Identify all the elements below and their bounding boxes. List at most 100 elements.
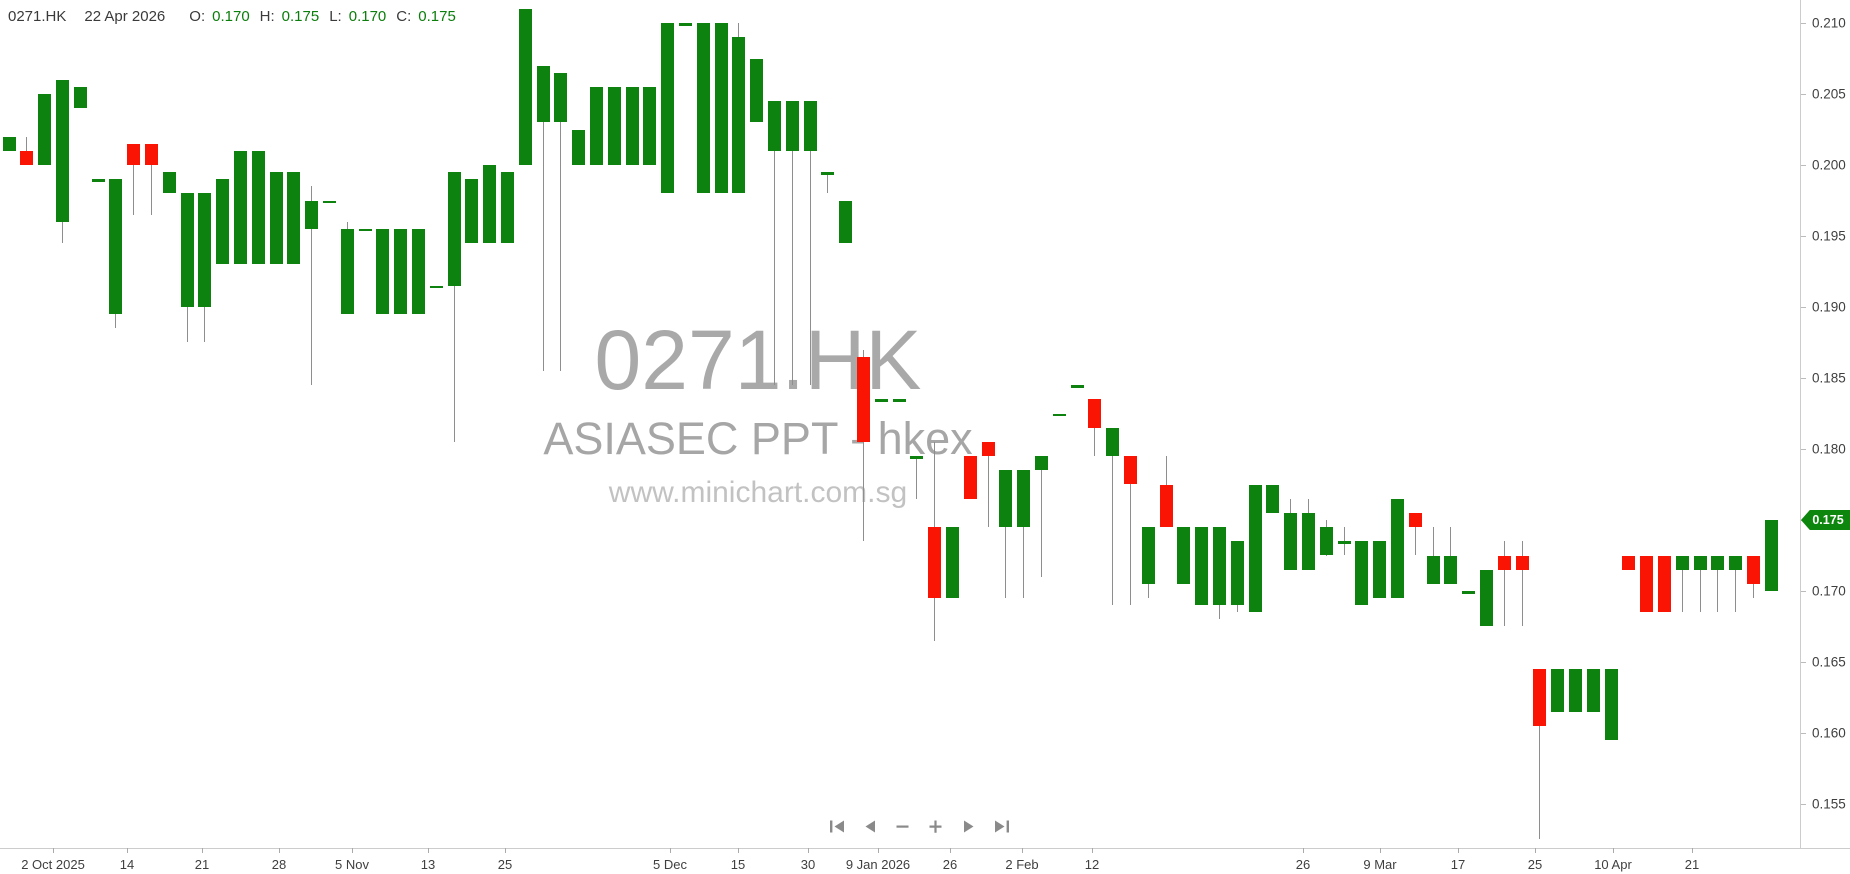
candle-up	[1284, 512, 1298, 570]
candle-down	[1123, 456, 1137, 485]
price-tick-label: 0.165	[1812, 654, 1846, 670]
candle-wick	[1521, 541, 1523, 627]
candle-up	[411, 228, 425, 315]
candle-wick	[1414, 512, 1416, 556]
candle-wick	[26, 136, 28, 165]
candle-up	[1426, 555, 1440, 584]
candlestick-plot-area[interactable]	[0, 0, 1800, 848]
candle-doji	[1052, 413, 1066, 416]
open-value: 0.170	[212, 8, 250, 25]
candle-wick	[1717, 555, 1719, 613]
candle-up	[1230, 541, 1244, 606]
candle-up	[1764, 520, 1778, 591]
candle-up	[305, 200, 319, 229]
candle-up	[839, 200, 853, 244]
price-tick-label: 0.210	[1812, 15, 1846, 31]
candle-wick	[773, 101, 775, 386]
price-tick-label: 0.155	[1812, 796, 1846, 812]
date-tick-label: 2 Feb	[1005, 857, 1039, 872]
candle-up	[1195, 527, 1209, 606]
candle-up	[643, 86, 657, 165]
date-tick-label: 10 Apr	[1594, 857, 1632, 872]
candle-wick	[1023, 470, 1025, 599]
chart-nav-controls	[827, 818, 1011, 835]
candle-up	[447, 172, 461, 286]
candle-wick	[542, 65, 544, 371]
candle-up	[1266, 484, 1280, 513]
date-tick	[1458, 848, 1459, 853]
skip-start-icon[interactable]	[827, 818, 846, 835]
price-tick-label: 0.180	[1812, 441, 1846, 457]
candle-wick	[453, 172, 455, 442]
date-tick	[950, 848, 951, 853]
candle-wick	[150, 143, 152, 215]
date-tick	[1380, 848, 1381, 853]
close-value: 0.175	[418, 8, 456, 25]
date-tick	[738, 848, 739, 853]
candle-up	[625, 86, 639, 165]
candle-wick	[1343, 527, 1345, 556]
price-tick	[1801, 307, 1806, 308]
candle-wick	[1112, 427, 1114, 606]
date-tick-label: 14	[119, 857, 135, 872]
price-tick-label: 0.160	[1812, 725, 1846, 741]
skip-end-icon[interactable]	[992, 818, 1011, 835]
price-tick-label: 0.205	[1812, 86, 1846, 102]
candle-up	[269, 172, 283, 265]
date-tick-label: 2 Oct 2025	[21, 857, 85, 872]
candle-wick	[1094, 399, 1096, 457]
price-tick	[1801, 23, 1806, 24]
date-tick-label: 5 Nov	[335, 857, 369, 872]
candle-down	[856, 356, 870, 442]
candle-doji	[1337, 541, 1351, 544]
step-back-icon[interactable]	[860, 818, 879, 835]
candle-down	[1746, 555, 1760, 584]
candle-up	[483, 165, 497, 244]
candle-wick	[1450, 527, 1452, 584]
candle-doji	[1462, 591, 1476, 594]
candle-up	[1711, 555, 1725, 570]
candle-up	[1729, 555, 1743, 570]
candle-up	[1212, 527, 1226, 606]
date-label: 22 Apr 2026	[84, 8, 166, 25]
candle-wick	[1735, 555, 1737, 613]
price-tick	[1801, 591, 1806, 592]
candle-up	[1319, 527, 1333, 556]
candle-up	[554, 72, 568, 123]
candle-doji	[91, 179, 105, 182]
candle-down	[1159, 484, 1173, 528]
candle-up	[1017, 470, 1031, 528]
date-tick	[1613, 848, 1614, 853]
candle-up	[2, 136, 16, 151]
date-tick-label: 30	[800, 857, 816, 872]
candle-up	[696, 23, 710, 194]
candle-up	[1568, 669, 1582, 712]
last-price-tag: 0.175	[1801, 510, 1850, 530]
candle-down	[1497, 555, 1511, 570]
date-tick-label: 25	[497, 857, 513, 872]
zoom-out-icon[interactable]	[893, 818, 912, 835]
candle-up	[572, 129, 586, 165]
candle-up	[767, 101, 781, 151]
symbol-label: 0271.HK	[8, 8, 67, 25]
step-forward-icon[interactable]	[959, 818, 978, 835]
candle-doji	[1070, 385, 1084, 388]
price-axis-line	[1800, 0, 1801, 848]
candle-up	[109, 179, 123, 315]
date-tick	[428, 848, 429, 853]
candle-wick	[1432, 527, 1434, 584]
candle-up	[1355, 541, 1369, 606]
candle-up	[198, 193, 212, 307]
date-tick-label: 21	[194, 857, 210, 872]
candle-up	[518, 8, 532, 165]
price-tick-label: 0.185	[1812, 370, 1846, 386]
candle-wick	[987, 441, 989, 528]
date-tick	[1022, 848, 1023, 853]
candle-down	[1640, 555, 1654, 613]
candle-wick	[862, 349, 864, 542]
candle-wick	[1681, 555, 1683, 613]
candle-up	[73, 86, 87, 109]
candle-up	[1177, 527, 1191, 584]
date-tick-label: 21	[1684, 857, 1700, 872]
zoom-in-icon[interactable]	[926, 818, 945, 835]
